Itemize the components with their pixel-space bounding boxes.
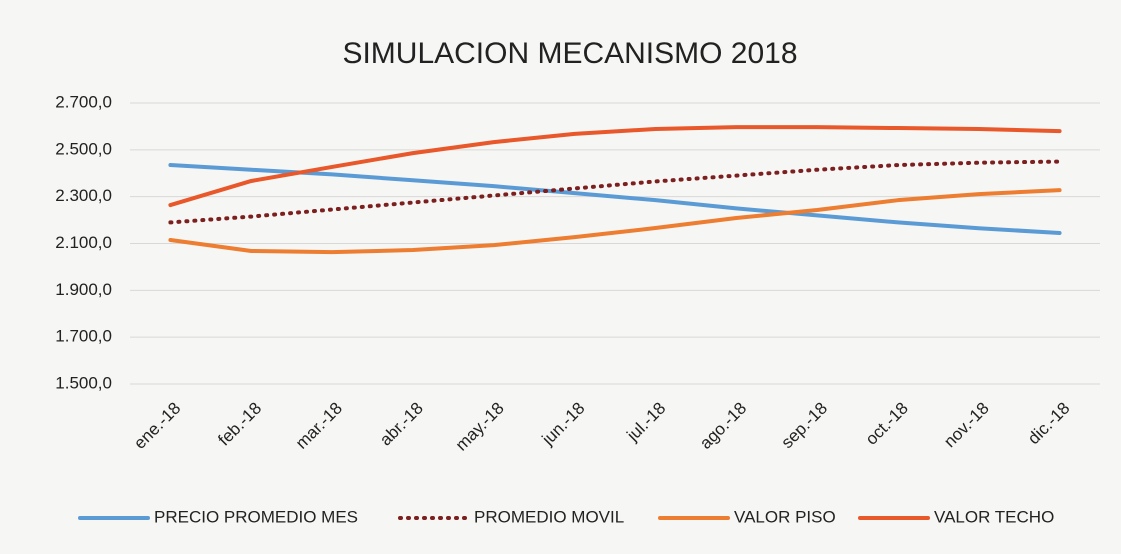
y-tick-label: 2.100,0 (55, 233, 112, 252)
y-tick-label: 1.700,0 (55, 327, 112, 346)
y-tick-label: 1.900,0 (55, 280, 112, 299)
line-series (168, 159, 1062, 225)
chart-title: SIMULACION MECANISMO 2018 (342, 37, 797, 70)
y-tick-label: 1.500,0 (55, 373, 112, 392)
legend-label: PROMEDIO MOVIL (474, 507, 624, 526)
y-tick-label: 2.500,0 (55, 139, 112, 158)
line-series (168, 163, 1062, 235)
legend-label: PRECIO PROMEDIO MES (154, 507, 358, 526)
legend-label: VALOR PISO (734, 507, 836, 526)
legend-label: VALOR TECHO (934, 507, 1054, 526)
y-tick-label: 2.700,0 (55, 92, 112, 111)
y-tick-label: 2.300,0 (55, 186, 112, 205)
line-series (168, 125, 1062, 208)
line-series (168, 188, 1062, 255)
